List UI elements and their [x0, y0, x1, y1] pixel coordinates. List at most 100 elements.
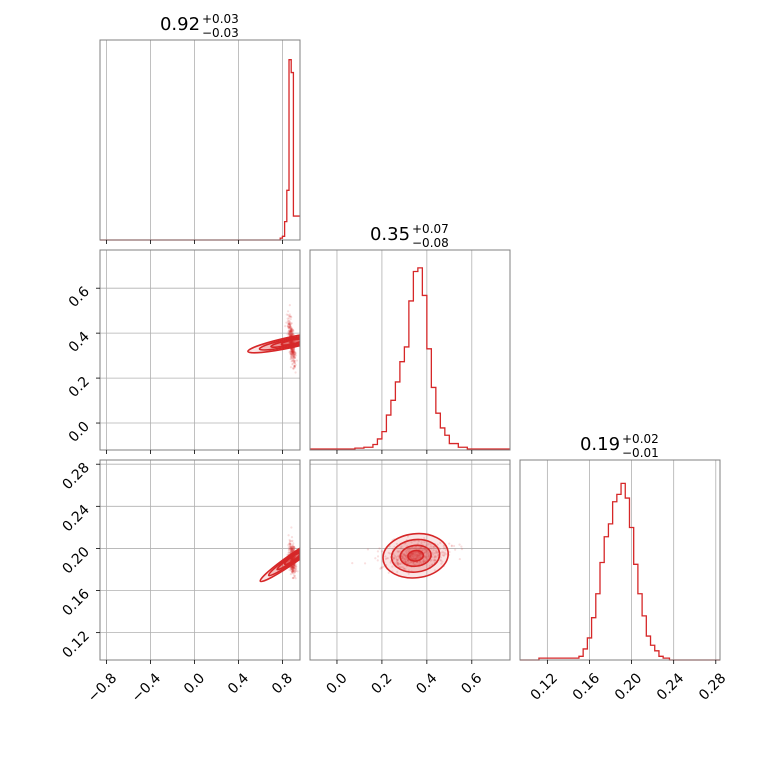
sample-point	[418, 563, 421, 566]
sample-point	[291, 350, 295, 353]
title-value: 0.35	[370, 224, 410, 245]
sample-point	[290, 568, 293, 571]
sample-point	[290, 349, 293, 353]
sample-point	[425, 555, 428, 559]
sample-point	[290, 548, 293, 551]
sample-point	[290, 566, 293, 569]
sample-point	[292, 355, 295, 359]
sample-point	[295, 359, 299, 362]
sample-point	[413, 554, 416, 557]
sample-point	[384, 557, 387, 561]
sample-point	[291, 565, 294, 569]
sample-point	[294, 568, 297, 571]
sample-point	[290, 558, 293, 562]
sample-point	[289, 318, 292, 321]
sample-point	[287, 548, 290, 552]
sample-point	[410, 553, 413, 556]
sample-point	[289, 542, 292, 546]
sample-point	[400, 554, 403, 558]
sample-point	[286, 325, 290, 328]
sample-point	[423, 537, 426, 540]
sample-point	[288, 541, 291, 545]
sample-point	[380, 550, 384, 553]
title-plus: +0.03	[202, 12, 239, 26]
sample-point	[418, 552, 421, 555]
sample-point	[379, 567, 382, 570]
sample-point	[289, 350, 292, 353]
sample-point	[291, 567, 295, 570]
sample-point	[403, 553, 406, 556]
tick-label-y: 0.16	[59, 586, 92, 619]
contour-level	[259, 535, 300, 583]
sample-point	[291, 353, 295, 356]
sample-point	[294, 569, 297, 573]
sample-point	[407, 572, 410, 575]
sample-point	[290, 544, 294, 547]
sample-point	[403, 558, 407, 561]
sample-point	[412, 551, 415, 554]
axes-frame	[99, 249, 301, 451]
sample-point	[288, 334, 292, 337]
sample-point	[418, 554, 422, 557]
sample-point	[294, 351, 297, 355]
sample-point	[426, 552, 429, 555]
sample-point	[409, 554, 412, 557]
sample-point	[288, 340, 292, 344]
sample-point	[289, 350, 293, 353]
sample-point	[412, 555, 415, 558]
sample-point	[293, 361, 297, 364]
tick-label-x: 0.16	[570, 670, 603, 703]
sample-point	[423, 540, 426, 544]
sample-point	[293, 351, 296, 354]
sample-point	[396, 550, 399, 553]
sample-point	[287, 317, 290, 320]
sample-point	[409, 554, 412, 557]
sample-point	[292, 350, 296, 354]
sample-point	[431, 551, 434, 554]
sample-point	[289, 551, 292, 554]
sample-point	[292, 360, 296, 364]
sample-point	[291, 333, 294, 336]
sample-point	[416, 554, 420, 557]
sample-point	[292, 347, 295, 350]
sample-point	[404, 567, 407, 571]
sample-point	[292, 350, 295, 353]
sample-point	[288, 315, 291, 318]
axes-frame	[519, 459, 721, 661]
sample-point	[291, 350, 295, 353]
title-value: 0.19	[580, 434, 620, 455]
sample-point	[402, 553, 406, 556]
sample-point	[290, 546, 293, 549]
sample-point	[395, 561, 398, 564]
sample-point	[396, 558, 399, 561]
sample-point	[290, 558, 293, 561]
sample-point	[366, 548, 370, 551]
sample-point	[402, 559, 405, 562]
title-minus: −0.01	[622, 446, 659, 460]
sample-point	[292, 333, 295, 336]
sample-point	[289, 547, 292, 550]
sample-point	[293, 568, 297, 572]
axes-frame	[309, 459, 511, 661]
sample-point	[291, 351, 294, 355]
sample-point	[289, 333, 293, 336]
sample-point	[411, 552, 414, 555]
tick-label-y: 0.12	[59, 628, 92, 661]
sample-point	[411, 554, 414, 557]
sample-point	[442, 554, 445, 557]
sample-point	[450, 545, 453, 548]
sample-point	[287, 333, 290, 336]
sample-point	[290, 566, 293, 569]
sample-point	[290, 332, 293, 336]
sample-point	[289, 539, 292, 542]
sample-point	[291, 328, 295, 332]
sample-point	[289, 329, 292, 332]
sample-point	[439, 541, 442, 545]
sample-point	[430, 547, 433, 550]
sample-point	[435, 551, 438, 555]
sample-point	[292, 567, 295, 570]
sample-point	[289, 341, 292, 345]
sample-point	[291, 328, 294, 332]
sample-point	[395, 558, 399, 562]
sample-point	[450, 544, 453, 547]
